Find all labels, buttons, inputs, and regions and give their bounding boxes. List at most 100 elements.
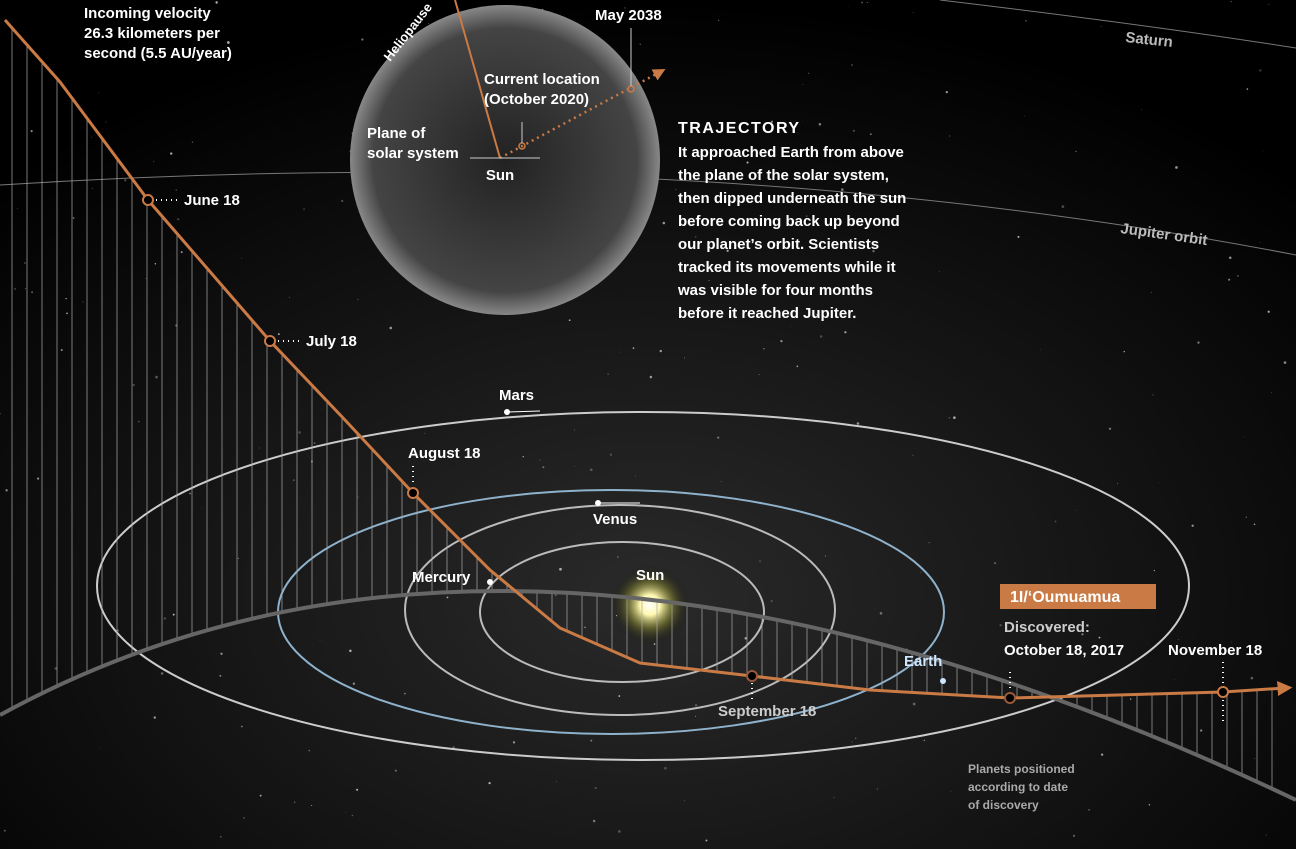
future-label: May 2038 (595, 7, 662, 24)
star (1054, 520, 1057, 523)
star (1076, 509, 1078, 511)
velocity-text: Incoming velocity (84, 5, 211, 22)
star (592, 819, 596, 823)
star (105, 121, 107, 123)
planet-label: Venus (593, 511, 637, 528)
star (824, 555, 827, 557)
star (594, 787, 597, 790)
star (394, 769, 397, 772)
star (819, 335, 823, 338)
star (311, 804, 313, 807)
sun (610, 565, 690, 645)
star (718, 19, 720, 22)
star (953, 416, 956, 420)
star (664, 766, 667, 770)
star (573, 466, 575, 467)
star (923, 739, 926, 742)
star (726, 249, 729, 252)
date-label: June 18 (184, 192, 240, 209)
earth-dot (940, 678, 946, 684)
date-label: September 18 (718, 703, 816, 720)
star (708, 280, 710, 281)
star (357, 496, 359, 498)
star (759, 560, 761, 562)
star (852, 129, 855, 132)
star (1262, 150, 1264, 152)
star (802, 84, 804, 85)
star (303, 208, 305, 210)
note-line: our planet’s orbit. Scientists (678, 236, 879, 253)
star (98, 92, 100, 94)
star (1200, 729, 1203, 732)
star (1191, 524, 1194, 527)
star (1123, 350, 1125, 353)
star (1283, 361, 1287, 364)
star (1158, 482, 1160, 483)
star (361, 38, 364, 41)
star (1152, 394, 1154, 396)
star (999, 624, 1002, 627)
star (720, 481, 722, 482)
star (404, 692, 406, 695)
jupiter-orbit (0, 171, 1296, 256)
star (154, 262, 157, 265)
star (1267, 310, 1270, 313)
star (82, 301, 84, 303)
star (684, 800, 685, 802)
star (802, 120, 804, 122)
star (191, 141, 194, 143)
star (175, 189, 178, 191)
star (1268, 3, 1270, 5)
star (607, 373, 609, 375)
star (160, 672, 164, 675)
star (790, 325, 792, 327)
star (288, 296, 290, 298)
star (277, 333, 280, 336)
star (90, 136, 92, 138)
venus-orbit (404, 504, 836, 716)
star (659, 349, 662, 353)
star (172, 9, 175, 12)
star (851, 741, 853, 743)
star (662, 221, 666, 225)
star (632, 347, 635, 349)
star (341, 199, 344, 203)
star (292, 479, 295, 482)
star (30, 130, 33, 133)
ecliptic-plane (0, 589, 1296, 802)
star (589, 468, 593, 472)
star (60, 348, 63, 352)
note-line: before it reached Jupiter. (678, 305, 856, 322)
star (744, 636, 748, 640)
star (170, 152, 173, 155)
star (23, 262, 26, 264)
star (717, 436, 720, 439)
star (1237, 275, 1239, 277)
star (72, 217, 75, 219)
star (833, 796, 835, 798)
planet-label: Mercury (412, 569, 471, 586)
star (876, 788, 878, 790)
star (237, 557, 239, 559)
plane-label: Plane of (367, 125, 426, 142)
star (320, 409, 322, 411)
star (132, 383, 135, 387)
star (424, 432, 426, 434)
star (1141, 109, 1143, 111)
star (844, 331, 847, 334)
star (138, 420, 140, 423)
star (1175, 166, 1178, 169)
star (352, 682, 356, 685)
discovered-label: Discovered: (1004, 619, 1090, 636)
star (345, 811, 346, 813)
star (559, 567, 562, 571)
star (746, 161, 749, 164)
star (5, 489, 8, 492)
star (639, 43, 641, 45)
star (1243, 436, 1244, 438)
star (1259, 242, 1261, 243)
star (814, 200, 818, 203)
mercury-dot (487, 579, 493, 585)
